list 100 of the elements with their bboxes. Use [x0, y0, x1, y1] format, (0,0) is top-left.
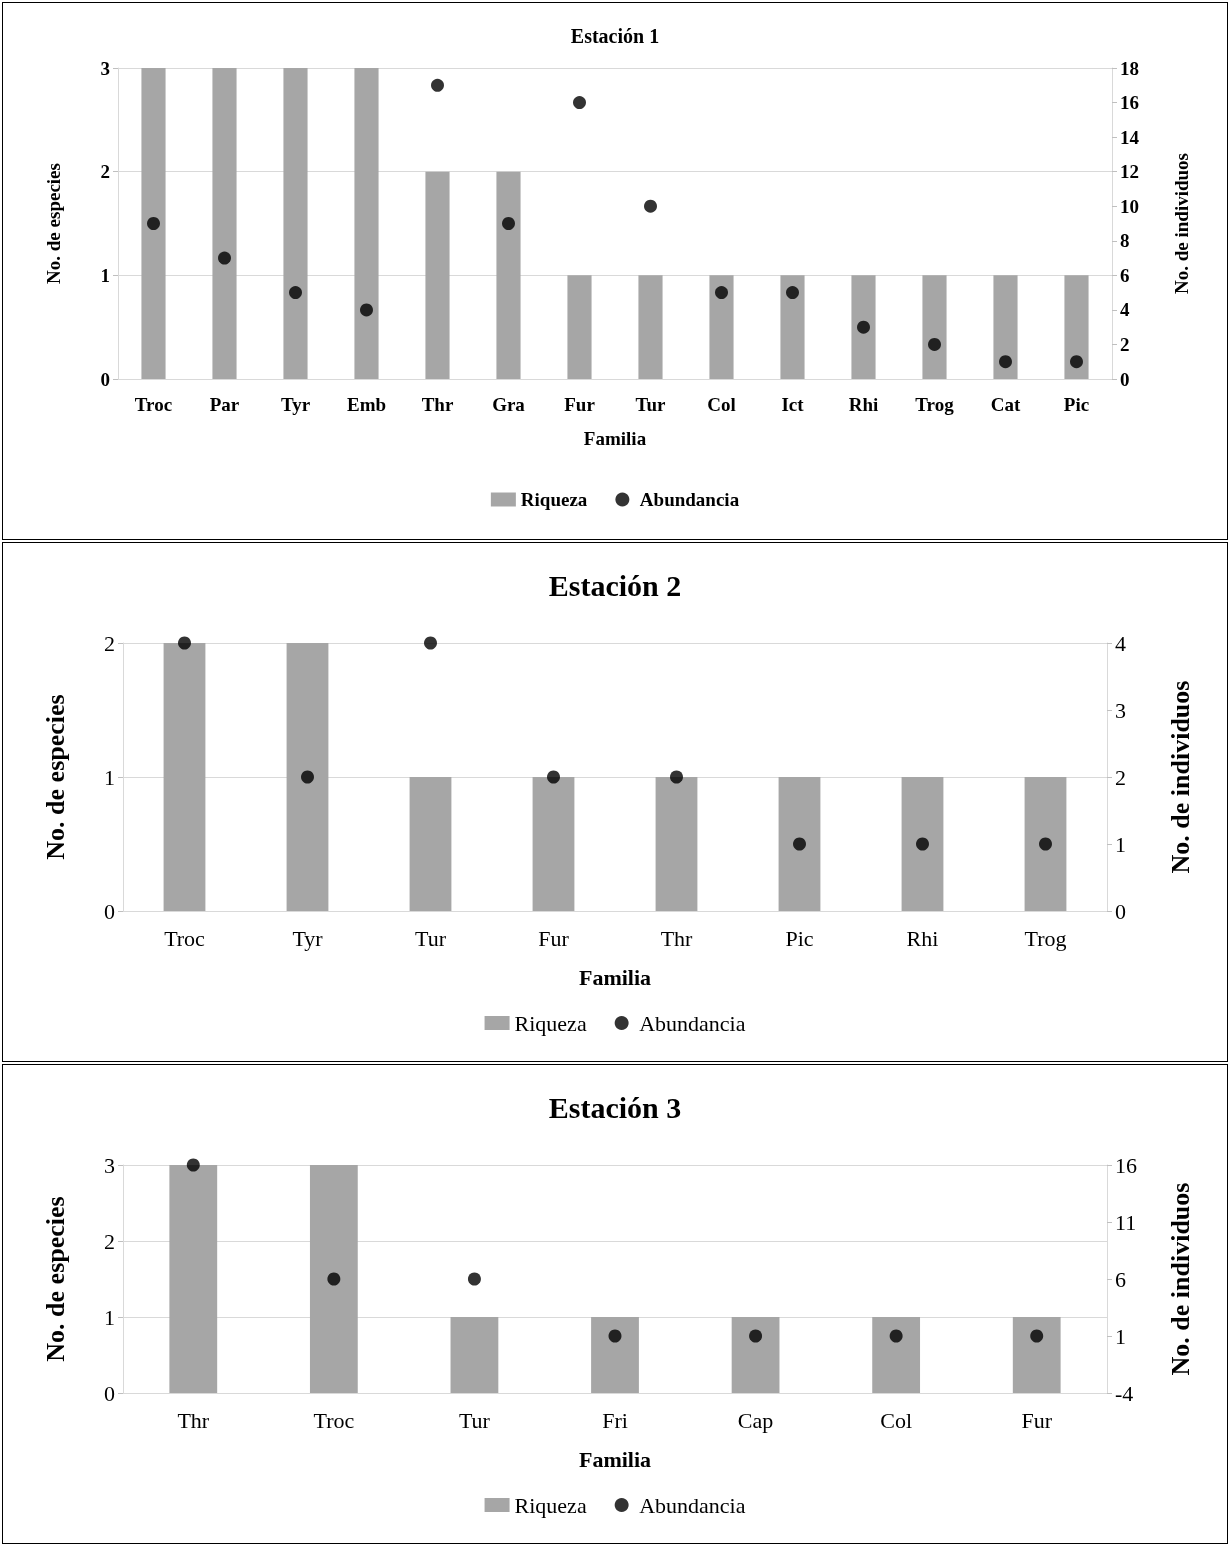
- point: [1039, 837, 1052, 851]
- point: [467, 1272, 481, 1286]
- y2-tick-label: 6: [1120, 264, 1130, 286]
- point: [147, 217, 160, 230]
- y-tick-label: 2: [104, 1228, 115, 1254]
- point: [889, 1329, 903, 1343]
- x-tick-label: Troc: [313, 1407, 355, 1433]
- y-tick-label: 2: [104, 630, 115, 656]
- y-tick-label: 3: [100, 57, 110, 79]
- x-tick-label: Fri: [602, 1407, 628, 1433]
- y2-tick-label: -4: [1115, 1380, 1134, 1406]
- bar: [993, 275, 1018, 379]
- legend-label: Abundancia: [639, 1492, 746, 1518]
- point: [928, 337, 941, 351]
- point: [999, 355, 1012, 369]
- chart-title: Estación 3: [548, 1090, 682, 1124]
- bar: [780, 275, 805, 379]
- legend-label: Abundancia: [639, 489, 740, 510]
- point: [857, 320, 870, 334]
- y2-tick-label: 0: [1120, 368, 1130, 390]
- point: [916, 837, 929, 851]
- y2-tick-label: 2: [1120, 333, 1130, 355]
- x-tick-label: Pic: [1063, 394, 1090, 415]
- x-tick-label: Thr: [660, 925, 694, 951]
- y2-tick-label: 2: [1115, 764, 1126, 790]
- legend-label: Abundancia: [639, 1010, 746, 1036]
- point: [793, 837, 806, 851]
- y2-tick-label: 1: [1115, 831, 1126, 857]
- x-tick-label: Troc: [134, 394, 173, 415]
- x-tick-label: Fur: [1021, 1407, 1053, 1433]
- x-tick-label: Par: [209, 394, 240, 415]
- y2-tick-label: 0: [1115, 898, 1126, 924]
- y2-tick-label: 11: [1115, 1209, 1137, 1235]
- point: [327, 1272, 341, 1286]
- legend-label: Riqueza: [514, 1492, 587, 1518]
- y2-tick-label: 3: [1115, 697, 1126, 723]
- y2-tick-label: 12: [1120, 161, 1139, 183]
- y2-axis-title: No. de individuos: [1165, 680, 1195, 874]
- y-tick-label: 1: [100, 264, 110, 286]
- point: [431, 78, 444, 92]
- x-tick-label: Tur: [415, 925, 447, 951]
- bar: [283, 68, 308, 379]
- y2-tick-label: 16: [1120, 92, 1139, 114]
- y-axis-title: No. de especies: [40, 694, 70, 860]
- x-tick-label: Trog: [915, 394, 955, 415]
- bar: [709, 275, 734, 379]
- point: [218, 251, 231, 265]
- x-tick-label: Pic: [785, 925, 814, 951]
- y2-axis-title: No. de individuos: [1165, 1182, 1195, 1376]
- y-tick-label: 0: [100, 368, 110, 390]
- bar: [922, 275, 947, 379]
- point: [301, 770, 314, 784]
- y2-tick-label: 16: [1115, 1152, 1137, 1178]
- y-axis-title: No. de especies: [43, 163, 64, 284]
- bar: [354, 68, 379, 379]
- bar: [638, 275, 663, 379]
- point: [186, 1158, 200, 1172]
- x-tick-label: Thr: [421, 394, 454, 415]
- x-tick-label: Gra: [492, 394, 526, 415]
- point: [670, 770, 683, 784]
- x-tick-label: Cap: [737, 1407, 774, 1433]
- x-tick-label: Cat: [990, 394, 1021, 415]
- point: [786, 286, 799, 300]
- x-tick-label: Emb: [346, 394, 387, 415]
- bar: [496, 171, 521, 379]
- y-axis-title: No. de especies: [40, 1196, 70, 1362]
- x-tick-label: Troc: [164, 925, 206, 951]
- legend-label: Riqueza: [520, 489, 588, 510]
- x-tick-label: Tyr: [292, 925, 324, 951]
- y-tick-label: 0: [104, 898, 115, 924]
- y2-tick-label: 14: [1120, 126, 1140, 148]
- x-tick-label: Tyr: [280, 394, 311, 415]
- point: [424, 636, 437, 650]
- point: [547, 770, 560, 784]
- point: [502, 217, 515, 230]
- y2-tick-label: 1: [1115, 1323, 1126, 1349]
- y2-tick-label: 10: [1120, 195, 1139, 217]
- x-tick-label: Rhi: [906, 925, 939, 951]
- point: [178, 636, 191, 650]
- x-tick-label: Fur: [564, 394, 596, 415]
- y-tick-label: 3: [104, 1152, 115, 1178]
- bar: [1064, 275, 1089, 379]
- x-tick-label: Col: [880, 1407, 913, 1433]
- x-axis-title: Familia: [578, 964, 652, 990]
- point: [573, 96, 586, 110]
- x-tick-label: Col: [707, 394, 736, 415]
- x-tick-label: Tur: [458, 1407, 491, 1433]
- y2-tick-label: 8: [1120, 230, 1130, 252]
- y-tick-label: 0: [104, 1380, 115, 1406]
- y2-tick-label: 4: [1120, 299, 1130, 321]
- y-tick-label: 1: [104, 764, 115, 790]
- point: [608, 1329, 622, 1343]
- chart-title: Estación 1: [570, 25, 660, 47]
- y2-tick-label: 6: [1115, 1266, 1126, 1292]
- x-axis-title: Familia: [578, 1446, 652, 1472]
- x-tick-label: Rhi: [848, 394, 879, 415]
- point: [360, 303, 373, 317]
- bar: [851, 275, 876, 379]
- point: [644, 199, 657, 213]
- x-axis-title: Familia: [583, 428, 647, 449]
